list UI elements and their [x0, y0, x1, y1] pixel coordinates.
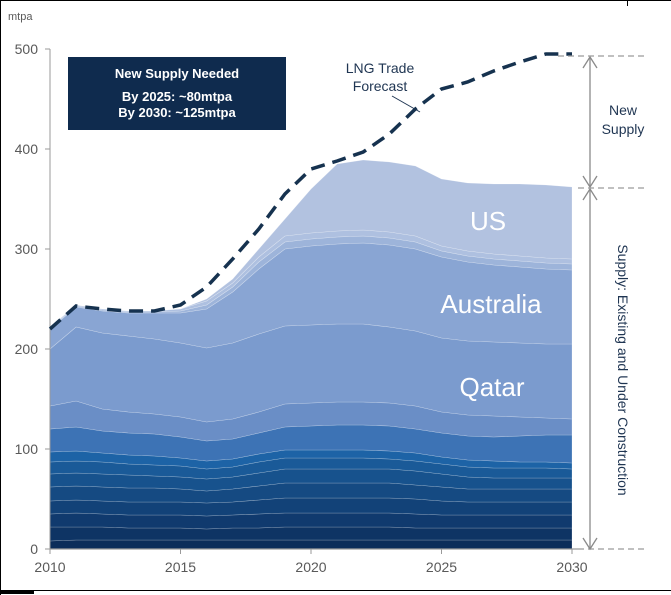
- y-tick-label-300: 300: [15, 241, 39, 257]
- frame-bottom-border: [0, 590, 671, 591]
- x-tick-label-2030: 2030: [556, 559, 587, 575]
- existing-supply-arrow-bottom-head: [582, 537, 598, 551]
- y-tick-label-400: 400: [15, 141, 39, 157]
- new-supply-arrow-top-head: [582, 55, 598, 69]
- existing-supply-arrow-top-head: [582, 187, 598, 201]
- y-tick-label-200: 200: [15, 341, 39, 357]
- frame-top-border: [0, 0, 671, 1]
- forecast-label-leader: [391, 95, 421, 113]
- y-axis-unit-label: mtpa: [8, 11, 33, 23]
- existing-supply-label: Supply: Existing and Under Construction: [615, 244, 631, 495]
- lng-forecast-line: [48, 52, 572, 331]
- stacked-areas: [49, 159, 573, 550]
- y-tick-label-500: 500: [15, 41, 39, 57]
- axes: 0 100 200 300 400 500 2010 2015 2020 2025 2030 mtpa: [8, 11, 588, 575]
- info-box: [68, 57, 286, 130]
- x-tick-label-2015: 2015: [165, 559, 196, 575]
- frame-top-tick: [627, 0, 628, 6]
- info-box-title: New Supply Needed: [115, 66, 239, 81]
- new-supply-arrow-bottom-head: [582, 175, 598, 189]
- frame-left-border: [0, 0, 1, 595]
- region-label-qatar: Qatar: [459, 372, 524, 402]
- area-layer-2: [49, 526, 573, 542]
- y-tick-label-100: 100: [15, 441, 39, 457]
- region-label-australia: Australia: [440, 289, 542, 319]
- area-layer-3: [49, 512, 573, 530]
- x-tick-label-2025: 2025: [426, 559, 457, 575]
- area-base: [49, 539, 573, 550]
- x-tick-label-2020: 2020: [295, 559, 326, 575]
- y-tick-label-0: 0: [30, 541, 38, 557]
- info-box-line1: By 2025: ~80mtpa: [122, 89, 233, 104]
- area-us: [49, 159, 573, 328]
- forecast-label-line1: LNG Trade: [346, 60, 415, 76]
- new-supply-label-line2: Supply: [602, 121, 645, 137]
- new-supply-label-line1: New: [609, 102, 638, 118]
- info-box-line2: By 2030: ~125mtpa: [118, 105, 236, 120]
- region-label-us: US: [470, 206, 506, 236]
- forecast-label-line2: Forecast: [353, 78, 408, 94]
- x-tick-label-2010: 2010: [34, 559, 65, 575]
- frame-bottom-mark: [0, 591, 34, 594]
